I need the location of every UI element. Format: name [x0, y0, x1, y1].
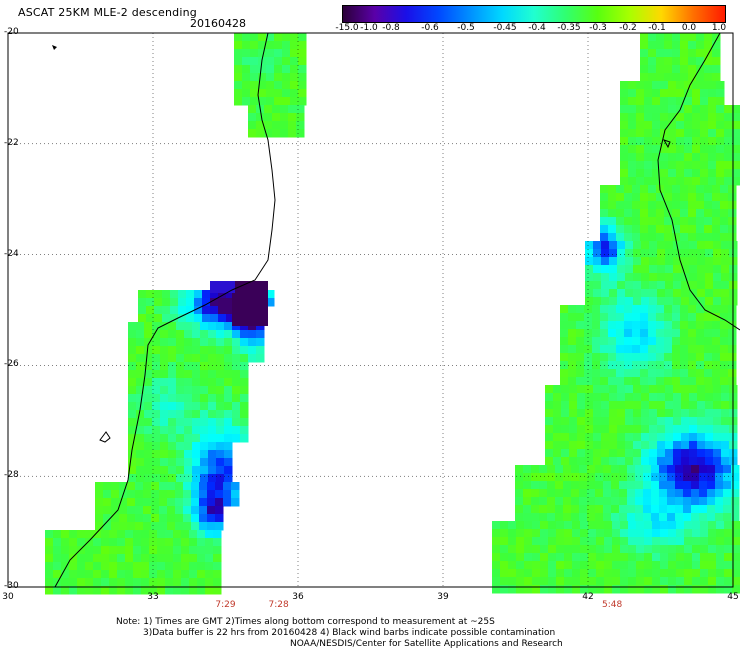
- map-title: ASCAT 25KM MLE-2 descending: [18, 6, 197, 19]
- blue-patch: [210, 281, 235, 293]
- colorbar-tick-label: -0.1: [648, 23, 666, 33]
- longitude-label: 36: [292, 592, 304, 602]
- longitude-label: 45: [727, 592, 739, 602]
- colorbar-tick-label: -0.6: [421, 23, 439, 33]
- note-line-1: Note: 1) Times are GMT 2)Times along bot…: [116, 617, 495, 627]
- colorbar-tick-label: -0.2: [619, 23, 637, 33]
- colorbar-tick-label: -0.3: [589, 23, 607, 33]
- island-outline: [662, 139, 671, 149]
- island-outline: [99, 431, 111, 443]
- island-outline: [52, 45, 57, 50]
- colorbar-tick-label: -0.8: [382, 23, 400, 33]
- right-swath: [492, 33, 740, 594]
- colorbar-tick-label: -0.5: [457, 23, 475, 33]
- colorbar-tick-label: 1.0: [711, 23, 727, 33]
- latitude-label: -20: [4, 27, 19, 37]
- pass-time-label: 7:29: [215, 600, 236, 610]
- longitude-label: 30: [2, 592, 14, 602]
- left-swath: [45, 290, 275, 595]
- colorbar: [342, 5, 726, 23]
- colorbar-tick-label: -15.0: [335, 23, 359, 33]
- colorbar-tick-label: -0.35: [557, 23, 581, 33]
- africa-coastline: [54, 32, 276, 588]
- colorbar-tick-label: -0.45: [493, 23, 517, 33]
- latitude-label: -30: [4, 581, 19, 591]
- longitude-label: 33: [147, 592, 159, 602]
- pass-time-label: 7:28: [268, 600, 289, 610]
- latitude-label: -26: [4, 359, 19, 370]
- note-line-3: NOAA/NESDIS/Center for Satellite Applica…: [290, 639, 563, 649]
- map-date: 20160428: [190, 17, 246, 30]
- pass-time-label: 5:48: [602, 600, 623, 610]
- latitude-label: -22: [4, 137, 19, 148]
- latitude-label: -28: [4, 470, 19, 481]
- colorbar-tick-label: -0.4: [528, 23, 546, 33]
- madagascar-coastline: [657, 32, 740, 331]
- longitude-label: 42: [582, 592, 594, 602]
- colorbar-tick-label: -1.0: [360, 23, 378, 33]
- note-line-2: 3)Data buffer is 22 hrs from 20160428 4)…: [143, 628, 556, 638]
- plot-frame: [7, 32, 734, 588]
- top-swath: [234, 33, 307, 138]
- dark-patch: [232, 281, 268, 326]
- colorbar-labels: -15.0 -1.0 -0.8 -0.6 -0.5 -0.45 -0.4 -0.35 -0.3 -…: [0, 23, 740, 37]
- latitude-label: -24: [4, 248, 19, 259]
- longitude-label: 39: [437, 592, 449, 602]
- colorbar-tick-label: 0.0: [681, 23, 697, 33]
